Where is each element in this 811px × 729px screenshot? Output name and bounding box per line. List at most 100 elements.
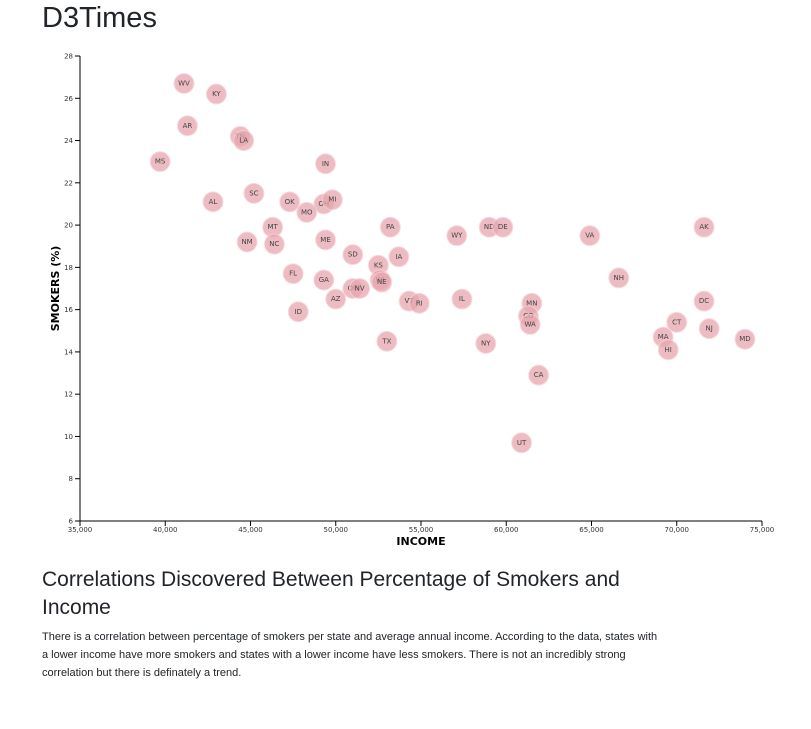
- state-label: KS: [374, 261, 384, 269]
- state-circle[interactable]: [263, 233, 285, 255]
- state-circle[interactable]: [176, 115, 198, 137]
- state-circle[interactable]: [446, 225, 468, 247]
- y-tick: 8: [69, 475, 80, 483]
- state-circle[interactable]: [236, 231, 258, 253]
- state-circle[interactable]: [693, 216, 715, 238]
- state-circle[interactable]: [511, 432, 533, 454]
- state-circle[interactable]: [734, 328, 756, 350]
- state-circle[interactable]: [388, 246, 410, 268]
- state-point-dc[interactable]: DC: [693, 290, 715, 312]
- state-point-nv[interactable]: NV: [349, 278, 371, 299]
- state-circle[interactable]: [173, 72, 195, 94]
- y-tick: 24: [64, 137, 80, 145]
- state-point-ok[interactable]: OK: [279, 191, 301, 213]
- state-point-ga[interactable]: GA: [313, 269, 335, 291]
- state-point-ak[interactable]: AK: [693, 216, 715, 238]
- state-point-va[interactable]: VA: [579, 225, 601, 247]
- state-circle[interactable]: [287, 301, 309, 323]
- state-circle[interactable]: [342, 244, 364, 266]
- state-point-ky[interactable]: KY: [205, 83, 227, 105]
- state-point-hi[interactable]: HI: [657, 339, 679, 361]
- state-circle[interactable]: [279, 191, 301, 213]
- state-point-nh[interactable]: NH: [608, 267, 630, 289]
- state-circle[interactable]: [282, 263, 304, 285]
- state-circle[interactable]: [296, 201, 318, 223]
- x-tick-label: 40,000: [153, 526, 178, 534]
- state-point-ct[interactable]: CT: [666, 311, 688, 333]
- state-point-wy[interactable]: WY: [446, 225, 468, 247]
- state-point-al[interactable]: AL: [202, 191, 224, 213]
- state-label: AZ: [331, 295, 341, 303]
- state-circle[interactable]: [608, 267, 630, 289]
- state-circle[interactable]: [475, 332, 497, 354]
- state-point-id[interactable]: ID: [287, 301, 309, 323]
- state-circle[interactable]: [519, 313, 541, 335]
- state-circle[interactable]: [205, 83, 227, 105]
- state-point-fl[interactable]: FL: [282, 263, 304, 285]
- state-circle[interactable]: [698, 318, 720, 340]
- state-point-tx[interactable]: TX: [376, 330, 398, 352]
- state-point-de[interactable]: DE: [492, 216, 514, 238]
- state-point-in[interactable]: IN: [315, 153, 337, 175]
- state-point-az[interactable]: AZ: [325, 288, 347, 310]
- state-point-mo[interactable]: MO: [296, 201, 318, 223]
- state-point-ut[interactable]: UT: [511, 432, 533, 454]
- x-tick: 65,000: [579, 521, 604, 534]
- state-circle[interactable]: [408, 292, 430, 314]
- y-tick: 14: [64, 348, 80, 356]
- state-point-nc[interactable]: NC: [263, 233, 285, 255]
- state-circle[interactable]: [451, 288, 473, 310]
- state-circle[interactable]: [315, 229, 337, 251]
- x-tick-label: 50,000: [324, 526, 349, 534]
- state-point-me[interactable]: ME: [315, 229, 337, 251]
- article-heading: Correlations Discovered Between Percenta…: [42, 568, 620, 619]
- state-circle[interactable]: [243, 182, 265, 204]
- state-point-ms[interactable]: MS: [149, 151, 171, 173]
- state-circle[interactable]: [657, 339, 679, 361]
- state-label: IN: [322, 160, 329, 168]
- state-circle[interactable]: [149, 151, 171, 173]
- state-point-ne[interactable]: NE: [371, 271, 393, 293]
- state-point-ri[interactable]: RI: [408, 292, 430, 314]
- state-circle[interactable]: [579, 225, 601, 247]
- state-circle[interactable]: [492, 216, 514, 238]
- state-point-wv[interactable]: WV: [173, 72, 195, 94]
- state-label: FL: [289, 270, 297, 278]
- state-point-ny[interactable]: NY: [475, 332, 497, 354]
- state-point-nj[interactable]: NJ: [698, 318, 720, 340]
- state-point-ar[interactable]: AR: [176, 115, 198, 137]
- state-point-wa[interactable]: WA: [519, 313, 541, 335]
- state-label: ID: [295, 308, 302, 316]
- state-point-la[interactable]: LA: [233, 130, 255, 152]
- state-circle[interactable]: [233, 130, 255, 152]
- state-circle[interactable]: [693, 290, 715, 312]
- state-point-ia[interactable]: IA: [388, 246, 410, 268]
- state-circle[interactable]: [666, 311, 688, 333]
- state-circle[interactable]: [379, 216, 401, 238]
- state-circle[interactable]: [528, 364, 550, 386]
- y-tick: 26: [64, 95, 80, 103]
- x-tick-label: 55,000: [409, 526, 434, 534]
- state-circle[interactable]: [202, 191, 224, 213]
- state-point-sc[interactable]: SC: [243, 182, 265, 204]
- state-circle[interactable]: [325, 288, 347, 310]
- state-circle[interactable]: [315, 153, 337, 175]
- state-point-pa[interactable]: PA: [379, 216, 401, 238]
- state-circle[interactable]: [349, 278, 371, 299]
- state-point-mi[interactable]: MI: [321, 189, 343, 211]
- state-circle[interactable]: [321, 189, 343, 211]
- state-point-mt[interactable]: MT: [262, 216, 284, 238]
- state-point-nm[interactable]: NM: [236, 231, 258, 253]
- state-point-il[interactable]: IL: [451, 288, 473, 310]
- x-tick-label: 35,000: [68, 526, 93, 534]
- y-tick-label: 24: [64, 137, 73, 145]
- state-circle[interactable]: [376, 330, 398, 352]
- state-point-md[interactable]: MD: [734, 328, 756, 350]
- state-point-sd[interactable]: SD: [342, 244, 364, 266]
- state-circle[interactable]: [313, 269, 335, 291]
- x-tick-label: 45,000: [238, 526, 263, 534]
- state-label: AK: [699, 223, 709, 231]
- x-tick: 40,000: [153, 521, 178, 534]
- state-point-ca[interactable]: CA: [528, 364, 550, 386]
- state-circle[interactable]: [371, 271, 393, 293]
